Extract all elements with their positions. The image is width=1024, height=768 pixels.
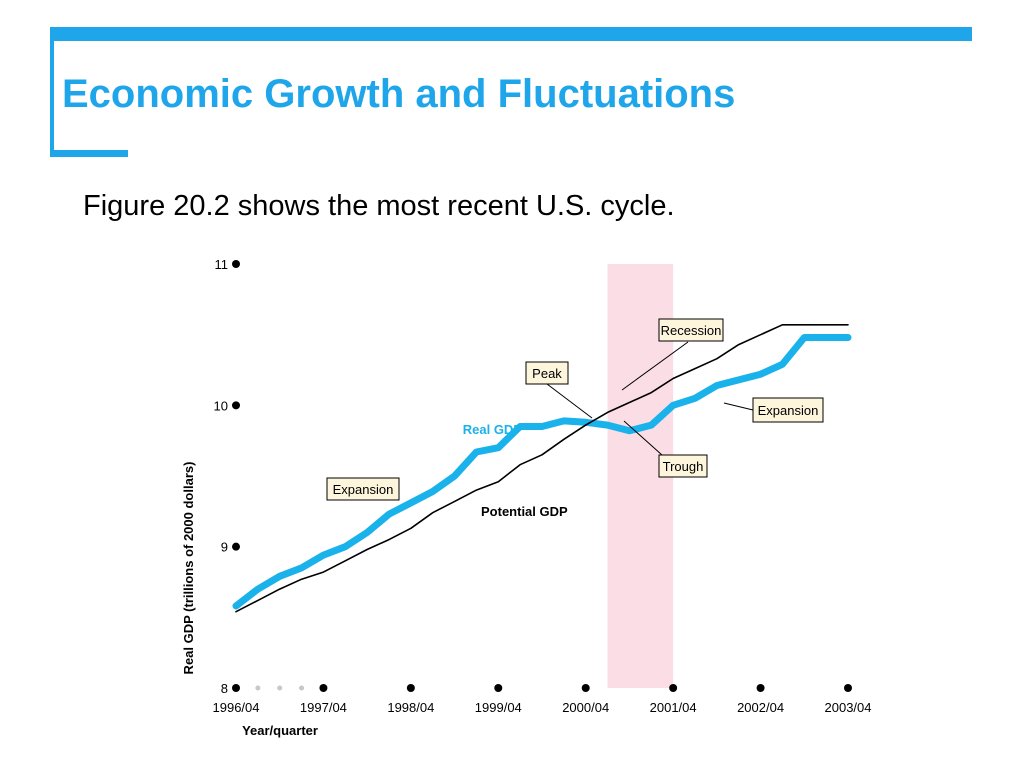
title-accent-left-bar	[50, 27, 54, 157]
real-gdp-label: Real GDP	[463, 422, 523, 437]
y-tick-label: 11	[215, 257, 229, 272]
x-minor-tick-dot	[277, 685, 283, 691]
y-tick-dot	[232, 260, 240, 268]
y-tick-dot	[232, 401, 240, 410]
x-tick-label: 1999/04	[475, 700, 522, 715]
expansion-annotation-right: Expansion	[758, 403, 819, 418]
slide-title: Economic Growth and Fluctuations	[62, 72, 736, 116]
annotation-leader-line	[546, 383, 593, 419]
title-accent-underline	[50, 150, 128, 157]
annotation-leader-line	[623, 420, 663, 456]
expansion-annotation-left-box	[326, 477, 400, 501]
peak-annotation-box	[525, 361, 569, 385]
x-tick-label: 2000/04	[562, 700, 609, 715]
x-tick-dot	[756, 684, 765, 692]
x-tick-dot	[581, 684, 590, 692]
y-tick-label: 8	[221, 681, 228, 696]
y-tick-dot	[232, 542, 240, 551]
expansion-annotation-right-box	[752, 397, 824, 423]
y-axis-title: Real GDP (trillions of 2000 dollars)	[181, 462, 196, 675]
trough-annotation: Trough	[663, 459, 704, 474]
x-tick-dot	[406, 684, 415, 692]
x-tick-dot	[669, 684, 678, 692]
x-tick-label: 2001/04	[650, 700, 697, 715]
annotation-leader-line	[621, 341, 689, 391]
y-tick-dot	[232, 684, 240, 692]
y-tick-label: 9	[221, 540, 228, 555]
trough-annotation-box	[658, 454, 708, 478]
x-tick-label: 1997/04	[300, 700, 347, 715]
x-tick-label: 2003/04	[825, 700, 872, 715]
annotation-leader-line	[723, 402, 754, 411]
potential-gdp-label: Potential GDP	[481, 504, 568, 519]
x-axis-title: Year/quarter	[242, 723, 318, 738]
x-tick-dot	[319, 684, 328, 692]
slide-subtitle: Figure 20.2 shows the most recent U.S. c…	[83, 190, 675, 222]
x-tick-dot	[494, 684, 503, 692]
recession-annotation-box	[658, 318, 724, 342]
real-gdp-line	[232, 334, 852, 610]
title-accent-bar	[50, 27, 972, 41]
x-tick-dot	[844, 684, 852, 692]
x-tick-label: 1996/04	[213, 700, 260, 715]
expansion-annotation-left: Expansion	[333, 482, 394, 497]
x-tick-label: 2002/04	[737, 700, 784, 715]
y-tick-label: 10	[214, 398, 228, 413]
recession-annotation: Recession	[661, 323, 722, 338]
x-minor-tick-dot	[299, 685, 305, 691]
x-tick-label: 1998/04	[387, 700, 434, 715]
x-minor-tick-dot	[255, 685, 261, 691]
peak-annotation: Peak	[532, 366, 562, 381]
potential-gdp-line	[235, 323, 849, 613]
